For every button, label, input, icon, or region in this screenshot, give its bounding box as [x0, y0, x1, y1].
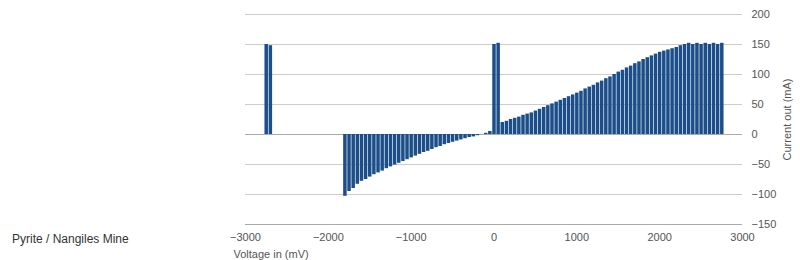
svg-text:100: 100	[752, 68, 770, 80]
svg-text:150: 150	[752, 38, 770, 50]
svg-text:3000: 3000	[730, 231, 754, 243]
svg-text:200: 200	[752, 8, 770, 20]
html-text:Pyrite / Nangiles Mine: Pyrite / Nangiles Mine	[12, 232, 129, 246]
svg-text:0: 0	[752, 128, 758, 140]
svg-text:−2000: −2000	[313, 231, 344, 243]
svg-text:−3000: −3000	[230, 231, 261, 243]
svg-text:50: 50	[752, 98, 764, 110]
svg-text:1000: 1000	[565, 231, 589, 243]
svg-text:−1000: −1000	[396, 231, 427, 243]
svg-text:Voltage in (mV): Voltage in (mV)	[234, 248, 309, 260]
svg-text:Current out (mA): Current out (mA)	[781, 79, 793, 161]
svg-text:2000: 2000	[647, 231, 671, 243]
svg-text:0: 0	[491, 231, 497, 243]
svg-text:−100: −100	[752, 188, 777, 200]
svg-text:−150: −150	[752, 218, 777, 230]
svg-text:−50: −50	[752, 158, 771, 170]
